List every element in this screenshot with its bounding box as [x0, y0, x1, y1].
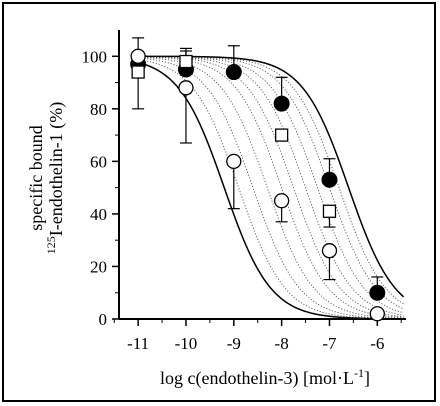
open-square-point: [179, 54, 193, 69]
dotted-fit-curve: [138, 55, 404, 310]
figure-frame: [2, 2, 436, 402]
x-axis-label: log c(endothelin-3) [mol·L-1]: [160, 366, 370, 389]
ticks: -11 -10 -9 -8 -7 -6 0 20 40 60 80 100: [82, 47, 402, 353]
fit-curves: [137, 55, 405, 320]
y-tick-label: 100: [82, 47, 108, 66]
filled-circle-point: [321, 171, 338, 188]
y-tick-label: 20: [90, 257, 107, 276]
open-circle-point: [130, 48, 146, 64]
x-tick-label: -10: [175, 334, 198, 353]
x-axis-label-main: log c(endothelin-3) [mol·L: [160, 368, 354, 389]
y-tick-label: 40: [90, 205, 107, 224]
open-circle-point: [273, 193, 290, 209]
open-square-point: [322, 204, 337, 218]
open-circle-point: [321, 243, 338, 259]
y-tick-label: 60: [90, 152, 107, 171]
dotted-fit-curve: [138, 56, 404, 319]
dotted-fit-curve: [138, 59, 404, 320]
y-axis-label-line2: I-endothelin-1 (%): [46, 102, 67, 236]
filled-circle-point: [369, 284, 386, 301]
open-circle-point: [226, 153, 242, 170]
y-axis-label-sup: 125: [44, 236, 58, 254]
open-circle-point: [178, 80, 194, 96]
dotted-fit-curve: [138, 56, 404, 319]
solid-fit-curve: [137, 61, 404, 320]
open-square-point: [274, 128, 289, 142]
dotted-fit-curve: [138, 56, 404, 318]
x-tick-label: -9: [227, 334, 241, 353]
y-axis-label-line1: specific bound: [26, 125, 46, 230]
y-tick-label: 80: [90, 100, 107, 119]
open-square-point: [131, 65, 145, 79]
y-axis-label: specific bound 125I-endothelin-1 (%): [26, 102, 67, 254]
filled-circle-point: [273, 95, 290, 112]
dotted-fit-curve: [138, 56, 404, 316]
x-tick-label: -6: [370, 334, 384, 353]
dotted-fit-curve: [138, 57, 404, 320]
data-points: [130, 37, 386, 322]
x-tick-label: -8: [275, 334, 289, 353]
x-tick-label: -7: [322, 334, 337, 353]
solid-fit-curve: [138, 55, 405, 298]
y-axis-label-line2-wrap: 125I-endothelin-1 (%): [44, 102, 67, 254]
y-tick-label: 0: [99, 310, 108, 329]
open-circle-point: [369, 306, 385, 322]
x-axis-label-tail: ]: [364, 368, 370, 388]
axes: [118, 30, 406, 320]
x-axis-label-sup: -1: [354, 366, 364, 380]
dotted-fit-curve: [138, 55, 404, 314]
filled-circle-point: [225, 64, 242, 81]
x-tick-label: -11: [127, 334, 149, 353]
